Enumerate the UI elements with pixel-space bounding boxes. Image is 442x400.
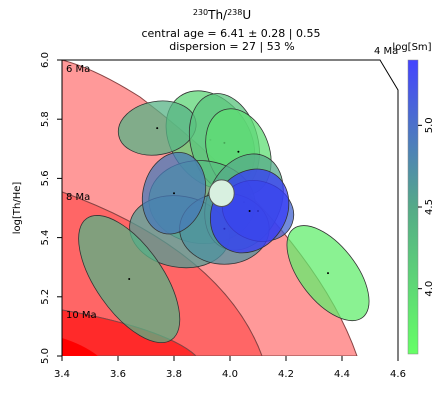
data-point xyxy=(327,272,329,275)
x-tick-label: 3.4 xyxy=(54,369,70,380)
isochron-label-6ma: 6 Ma xyxy=(66,64,90,75)
central-age-circle xyxy=(208,179,235,208)
title-sup-230: 230 xyxy=(193,8,208,17)
dispersion-label: dispersion = 27 | 53 % xyxy=(169,40,294,53)
isochron-label-4ma: 4 Ma xyxy=(374,46,398,57)
x-tick-label: 4.4 xyxy=(334,369,350,380)
colorbar-ticks: 4.0 4.5 5.0 xyxy=(418,117,435,297)
x-tick-label: 4.6 xyxy=(390,369,406,380)
data-point xyxy=(237,150,240,153)
y-tick-label: 6.0 xyxy=(40,52,51,68)
title-u: U xyxy=(242,8,251,22)
ellipse-layer xyxy=(78,90,370,344)
data-point xyxy=(128,278,131,281)
y-tick-label: 5.0 xyxy=(40,348,51,364)
data-point xyxy=(248,209,251,212)
colorbar-tick-label: 4.5 xyxy=(424,199,435,215)
y-tick-label: 5.4 xyxy=(40,230,51,246)
x-tick-label: 4.2 xyxy=(278,369,294,380)
data-point xyxy=(173,192,175,195)
y-tick-label: 5.6 xyxy=(40,170,51,186)
data-point xyxy=(156,127,159,130)
x-axis: 3.4 3.6 3.8 4.0 4.2 4.4 4.6 xyxy=(54,356,406,380)
y-axis: 5.0 5.2 5.4 5.6 5.8 6.0 xyxy=(40,52,62,364)
x-tick-label: 3.8 xyxy=(166,369,182,380)
title-sup-238: 238 xyxy=(227,8,242,17)
colorbar-label: log[Sm] xyxy=(392,42,431,53)
isochron-label-10ma: 10 Ma xyxy=(66,310,97,321)
y-tick-label: 5.2 xyxy=(40,289,51,305)
title-th: Th/ xyxy=(207,8,228,22)
colorbar-tick-label: 5.0 xyxy=(424,117,435,133)
chart-title: 230Th/238U xyxy=(193,8,251,22)
colorbar xyxy=(407,59,419,355)
age-band-oldest xyxy=(62,338,98,356)
y-tick-label: 5.8 xyxy=(40,111,51,127)
plot-frame xyxy=(61,59,399,356)
colorbar-tick-label: 4.0 xyxy=(424,281,435,297)
y-axis-label: log[Th/He] xyxy=(12,182,23,235)
isochron-label-8ma: 8 Ma xyxy=(66,192,90,203)
x-tick-label: 3.6 xyxy=(110,369,126,380)
x-tick-label: 4.0 xyxy=(222,369,238,380)
central-age-label: central age = 6.41 ± 0.28 | 0.55 xyxy=(141,27,320,40)
